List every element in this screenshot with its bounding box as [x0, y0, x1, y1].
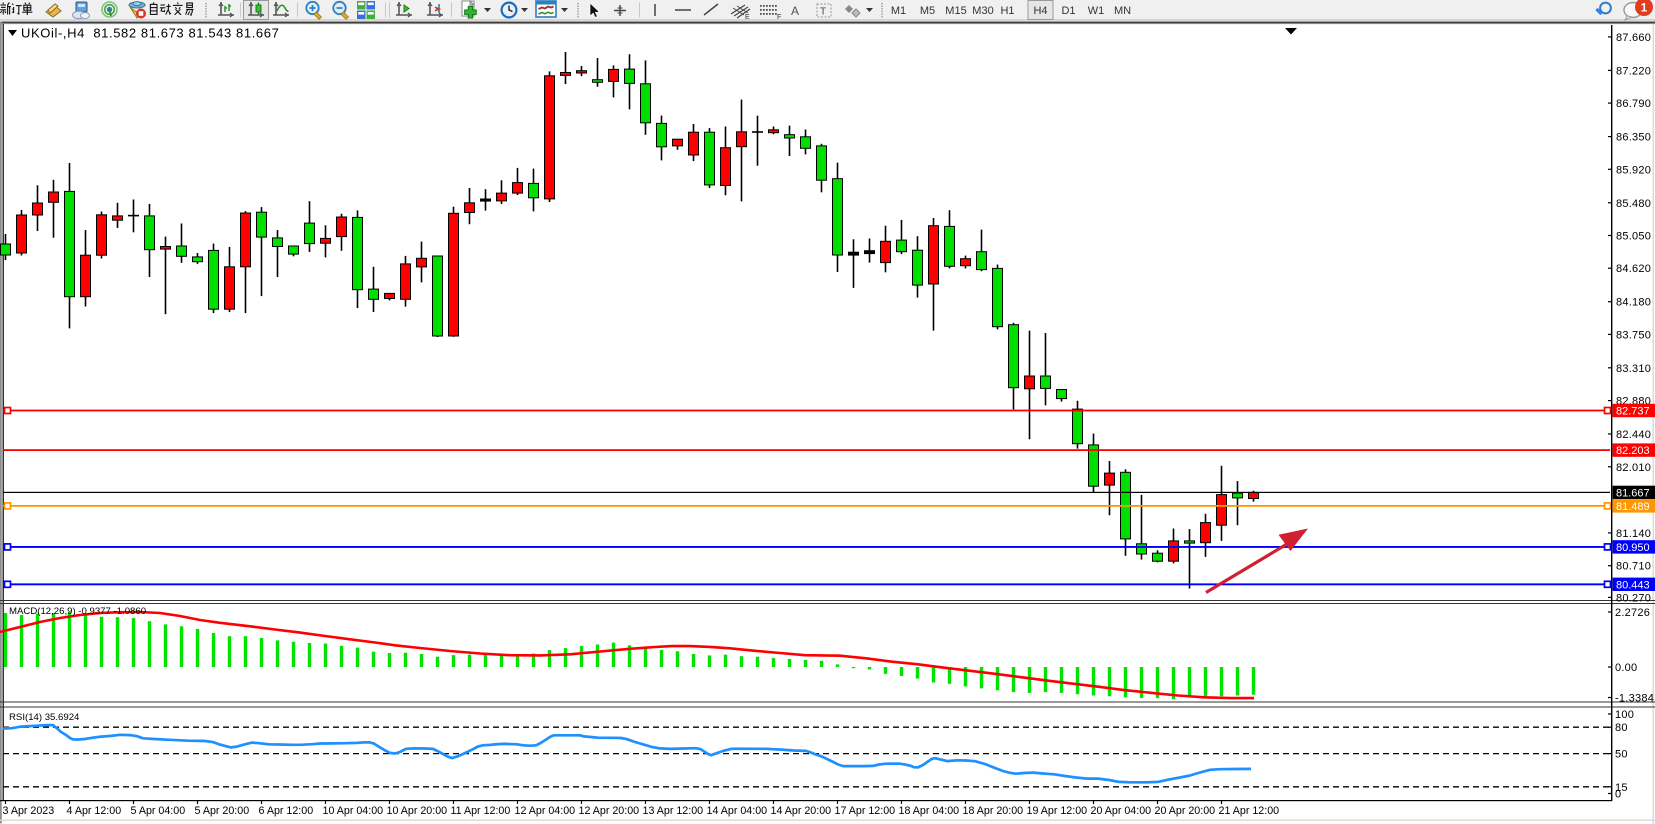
svg-text:A: A	[791, 4, 799, 18]
svg-text:0.00: 0.00	[1615, 662, 1637, 674]
svg-text:82.737: 82.737	[1616, 406, 1650, 418]
svg-text:87.660: 87.660	[1616, 32, 1651, 44]
svg-text:UKOil-,H4 81.582 81.673 81.54: UKOil-,H4 81.582 81.673 81.543 81.667	[21, 26, 279, 41]
svg-text:14 Apr 04:00: 14 Apr 04:00	[707, 805, 768, 817]
svg-text:MN: MN	[1114, 5, 1131, 17]
svg-text:10 Apr 04:00: 10 Apr 04:00	[323, 805, 384, 817]
svg-text:D1: D1	[1061, 5, 1075, 17]
svg-text:E: E	[745, 14, 750, 21]
svg-text:50: 50	[1615, 749, 1628, 761]
svg-text:1: 1	[1641, 1, 1648, 15]
svg-text:21 Apr 12:00: 21 Apr 12:00	[1219, 805, 1280, 817]
svg-text:2.2726: 2.2726	[1615, 607, 1650, 619]
svg-text:M30: M30	[972, 5, 993, 17]
svg-text:82.440: 82.440	[1616, 429, 1651, 441]
svg-text:20 Apr 04:00: 20 Apr 04:00	[1091, 805, 1152, 817]
svg-text:F: F	[777, 14, 781, 21]
svg-text:12 Apr 04:00: 12 Apr 04:00	[515, 805, 576, 817]
svg-text:M15: M15	[945, 5, 966, 17]
svg-text:80.950: 80.950	[1616, 542, 1650, 554]
svg-text:MACD(12,26,9) -0.9377 -1.0860: MACD(12,26,9) -0.9377 -1.0860	[9, 606, 146, 617]
svg-text:84.180: 84.180	[1616, 297, 1651, 309]
svg-text:80: 80	[1615, 722, 1628, 734]
svg-text:10 Apr 20:00: 10 Apr 20:00	[387, 805, 448, 817]
svg-text:H1: H1	[1000, 5, 1014, 17]
svg-text:W1: W1	[1088, 5, 1105, 17]
svg-text:T: T	[820, 7, 826, 18]
svg-text:87.220: 87.220	[1616, 65, 1651, 77]
svg-text:86.350: 86.350	[1616, 132, 1651, 144]
svg-text:84.620: 84.620	[1616, 263, 1651, 275]
svg-text:80.270: 80.270	[1616, 592, 1651, 604]
svg-text:85.480: 85.480	[1616, 198, 1651, 210]
svg-text:82.203: 82.203	[1616, 445, 1650, 457]
svg-text:M5: M5	[920, 5, 935, 17]
svg-text:15: 15	[1615, 782, 1628, 794]
svg-text:14 Apr 20:00: 14 Apr 20:00	[771, 805, 832, 817]
svg-text:85.920: 85.920	[1616, 164, 1651, 176]
svg-text:6 Apr 12:00: 6 Apr 12:00	[259, 805, 314, 817]
svg-text:19 Apr 12:00: 19 Apr 12:00	[1027, 805, 1088, 817]
svg-text:80.443: 80.443	[1616, 579, 1650, 591]
svg-text:3 Apr 2023: 3 Apr 2023	[3, 805, 55, 817]
svg-text:20 Apr 20:00: 20 Apr 20:00	[1155, 805, 1216, 817]
svg-text:85.050: 85.050	[1616, 231, 1651, 243]
svg-text:12 Apr 20:00: 12 Apr 20:00	[579, 805, 640, 817]
svg-text:11 Apr 12:00: 11 Apr 12:00	[451, 805, 511, 817]
svg-text:13 Apr 12:00: 13 Apr 12:00	[643, 805, 704, 817]
svg-text:100: 100	[1615, 709, 1634, 721]
svg-text:82.010: 82.010	[1616, 462, 1651, 474]
svg-text:M1: M1	[891, 5, 906, 17]
svg-text:83.750: 83.750	[1616, 329, 1651, 341]
svg-text:17 Apr 12:00: 17 Apr 12:00	[835, 805, 896, 817]
svg-text:81.140: 81.140	[1616, 528, 1651, 540]
svg-text:81.489: 81.489	[1616, 501, 1650, 513]
svg-text:RSI(14) 35.6924: RSI(14) 35.6924	[9, 712, 80, 723]
svg-text:18 Apr 04:00: 18 Apr 04:00	[899, 805, 960, 817]
svg-text:81.667: 81.667	[1616, 487, 1650, 499]
svg-text:4 Apr 12:00: 4 Apr 12:00	[67, 805, 122, 817]
svg-text:18 Apr 20:00: 18 Apr 20:00	[963, 805, 1024, 817]
svg-text:83.310: 83.310	[1616, 363, 1651, 375]
svg-text:5 Apr 20:00: 5 Apr 20:00	[195, 805, 250, 817]
svg-text:86.790: 86.790	[1616, 98, 1651, 110]
svg-text:0: 0	[1615, 789, 1621, 801]
svg-text:5 Apr 04:00: 5 Apr 04:00	[131, 805, 186, 817]
svg-text:80.710: 80.710	[1616, 561, 1651, 573]
svg-text:H4: H4	[1033, 5, 1047, 17]
svg-text:-1.3384: -1.3384	[1615, 693, 1654, 705]
